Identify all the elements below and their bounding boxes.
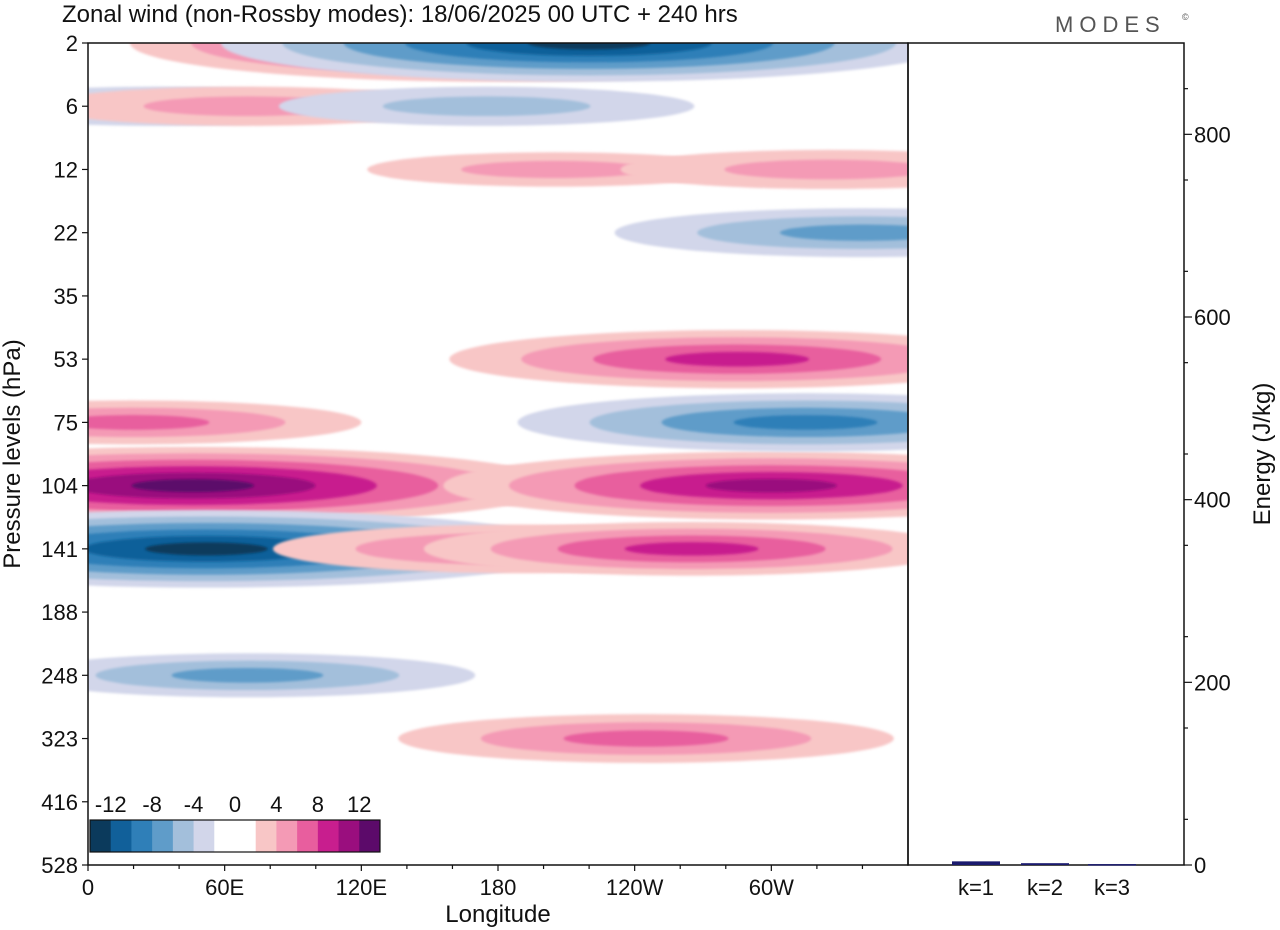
pressure-tick-label: 416 (41, 790, 78, 815)
colorbar-swatch (317, 820, 340, 852)
colorbar-frame (89, 819, 381, 853)
colorbar-swatch (90, 820, 112, 852)
wind-anomaly (443, 451, 908, 520)
pressure-tick-label: 75 (54, 410, 78, 435)
wind-anomaly (88, 446, 561, 525)
energy-axis-label: Energy (J/kg) (1249, 383, 1276, 526)
wind-contour (171, 667, 324, 683)
colorbar-label: -12 (95, 792, 127, 817)
pressure-tick-label: 323 (41, 727, 78, 752)
colorbar-label: 12 (347, 792, 371, 817)
pressure-tick-label: 22 (54, 221, 78, 246)
longitude-tick-label: 60W (749, 875, 794, 900)
wind-contour (461, 160, 649, 179)
energy-bar (952, 861, 1000, 865)
colorbar: -12 -8 -4 0 4 8 12 (89, 792, 381, 853)
pressure-tick-label: 53 (54, 347, 78, 372)
wind-anomaly (398, 714, 894, 763)
colorbar-label: -8 (142, 792, 162, 817)
energy-category-label: k=2 (1027, 875, 1063, 900)
energy-tick-label: 600 (1194, 305, 1231, 330)
energy-category-label: k=1 (958, 875, 994, 900)
wind-contour (527, 43, 651, 50)
energy-bar (1088, 864, 1136, 866)
pressure-tick-label: 188 (41, 600, 78, 625)
colorbar-swatch (152, 820, 174, 852)
colorbar-swatch (235, 820, 257, 852)
energy-category-label: k=3 (1094, 875, 1130, 900)
wind-anomaly (517, 393, 908, 452)
energy-axis: 0 200 400 600 800 (1184, 88, 1231, 878)
chart-title: Zonal wind (non-Rossby modes): 18/06/202… (62, 1, 738, 28)
wind-anomaly (449, 329, 908, 389)
y-axis-label: Pressure levels (hPa) (0, 339, 26, 568)
colorbar-swatch (255, 820, 277, 852)
colorbar-label: 0 (229, 792, 241, 817)
x-axis-label: Longitude (445, 901, 550, 928)
pressure-tick-label: 141 (41, 537, 78, 562)
pressure-tick-label: 248 (41, 663, 78, 688)
pressure-tick-label: 2 (66, 31, 78, 56)
logo-registered-mark: © (1182, 12, 1189, 22)
wind-contour (779, 224, 908, 241)
wind-anomaly (88, 400, 362, 445)
pressure-axis: 2 6 12 22 35 53 75 104 141 188 248 323 416 528 (41, 31, 88, 878)
modes-logo: MODES (1055, 12, 1166, 37)
colorbar-swatch (276, 820, 298, 852)
colorbar-swatch (193, 820, 215, 852)
colorbar-swatch (214, 820, 236, 852)
wind-contour (131, 479, 255, 493)
colorbar-swatch (110, 820, 132, 852)
colorbar-swatch (172, 820, 195, 852)
wind-contour (733, 415, 878, 430)
colorbar-swatch (359, 820, 381, 852)
energy-tick-label: 800 (1194, 122, 1231, 147)
energy-tick-label: 200 (1194, 670, 1231, 695)
wind-contour (88, 415, 210, 430)
wind-anomaly (88, 653, 476, 698)
colorbar-swatch (297, 820, 319, 852)
colorbar-swatch (131, 820, 153, 852)
wind-contour (624, 542, 759, 556)
wind-contour (705, 478, 837, 493)
longitude-tick-label: 180 (480, 875, 517, 900)
energy-panel-frame (907, 42, 1185, 866)
wind-contour (724, 159, 908, 180)
energy-tick-label: 0 (1194, 853, 1206, 878)
colorbar-label: 4 (270, 792, 282, 817)
longitude-tick-label: 0 (82, 875, 94, 900)
pressure-tick-label: 35 (54, 284, 78, 309)
colorbar-label: -4 (184, 792, 204, 817)
colorbar-swatch (338, 820, 360, 852)
longitude-tick-label: 120W (606, 875, 664, 900)
wind-anomaly (278, 86, 695, 126)
wind-anomaly (614, 208, 908, 258)
wind-anomaly (423, 522, 908, 576)
pressure-tick-label: 12 (54, 157, 78, 182)
heatmap-field (88, 43, 908, 763)
wind-anomaly (221, 43, 908, 82)
wind-contour (665, 351, 810, 367)
longitude-tick-label: 60E (205, 875, 244, 900)
pressure-tick-label: 528 (41, 853, 78, 878)
longitude-axis: 0 60E 120E 180 120W 60W (82, 865, 864, 900)
pressure-tick-label: 6 (66, 94, 78, 119)
energy-bars: k=1 k=2 k=3 (952, 861, 1136, 900)
colorbar-label: 8 (312, 792, 324, 817)
pressure-tick-label: 104 (41, 474, 78, 499)
wind-contour (563, 730, 729, 747)
wind-contour (382, 96, 591, 117)
longitude-tick-label: 120E (336, 875, 387, 900)
energy-tick-label: 400 (1194, 488, 1231, 513)
wind-contour (145, 542, 268, 556)
energy-bar (1021, 863, 1069, 865)
wind-anomaly (620, 149, 908, 190)
